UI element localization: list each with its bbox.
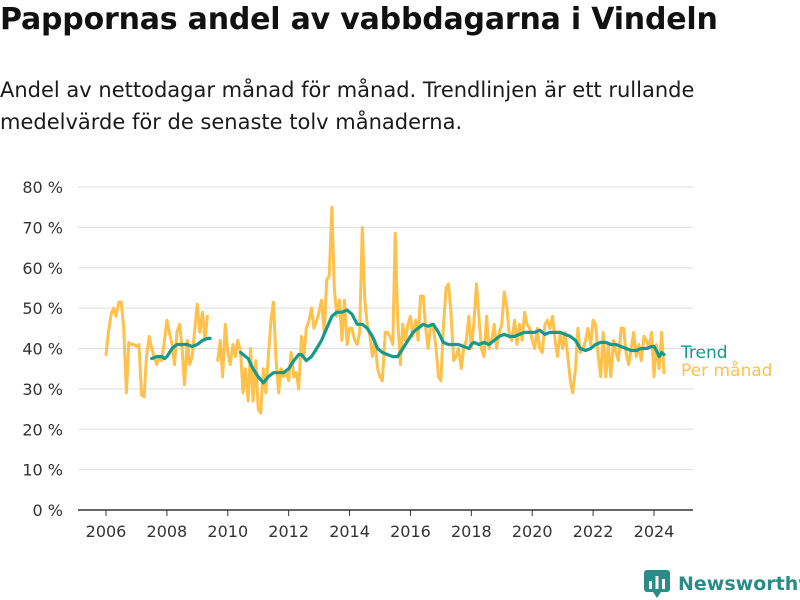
series-line-per-manad — [104, 300, 209, 399]
newsworthy-logo-icon — [644, 570, 670, 598]
x-tick-label: 2024 — [634, 522, 675, 541]
y-tick-label: 50 % — [22, 299, 63, 318]
y-tick-label: 30 % — [22, 380, 63, 399]
x-tick-label: 2022 — [573, 522, 614, 541]
chart-title: Pappornas andel av vabbdagarna i Vindeln — [0, 2, 718, 37]
brand-name: Newsworthy — [678, 573, 800, 595]
series-label: Per månad — [681, 360, 772, 381]
series-line-trend — [150, 336, 212, 361]
gridlines — [78, 186, 693, 471]
x-tick-label: 2016 — [390, 522, 431, 541]
y-tick-label: 0 % — [33, 501, 63, 520]
x-tick-label: 2020 — [512, 522, 553, 541]
series-lines — [104, 205, 666, 415]
x-tick-label: 2012 — [268, 522, 309, 541]
series-line-per-manad — [216, 205, 666, 415]
y-axis-tick-labels: 0 % 10 % 20 % 30 % 40 % 50 % 60 % 70 % 80 % — [22, 178, 63, 520]
x-axis: 2006 2008 2010 2012 2014 2016 2018 2020 2022 2024 — [78, 509, 693, 541]
y-tick-label: 40 % — [22, 340, 63, 359]
brand-footer: Newsworthy — [644, 568, 800, 600]
y-tick-label: 70 % — [22, 218, 63, 237]
x-tick-label: 2014 — [329, 522, 370, 541]
y-tick-label: 80 % — [22, 178, 63, 197]
chart-subtitle: Andel av nettodagar månad för månad. Tre… — [0, 78, 695, 134]
series-label: Trend — [680, 343, 728, 363]
y-tick-label: 10 % — [22, 461, 63, 480]
x-tick-label: 2008 — [147, 522, 188, 541]
series-line-trend — [239, 308, 666, 385]
x-tick-label: 2018 — [451, 522, 492, 541]
line-chart: 0 % 10 % 20 % 30 % 40 % 50 % 60 % 70 % 80 % 2006… — [22, 178, 772, 541]
y-tick-label: 60 % — [22, 259, 63, 278]
y-tick-label: 20 % — [22, 420, 63, 439]
x-tick-label: 2010 — [207, 522, 248, 541]
x-tick-label: 2006 — [86, 522, 127, 541]
